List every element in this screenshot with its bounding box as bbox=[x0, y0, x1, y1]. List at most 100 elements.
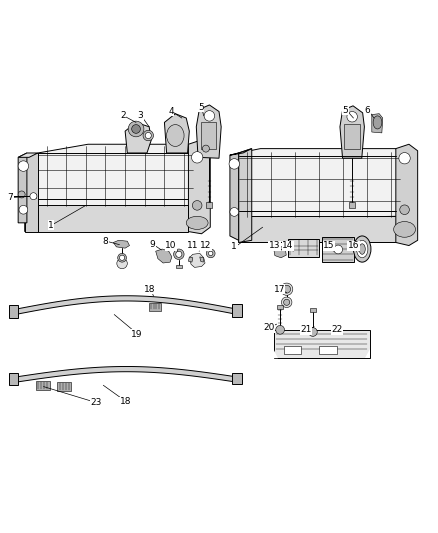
Polygon shape bbox=[349, 203, 355, 207]
Ellipse shape bbox=[30, 193, 37, 200]
Ellipse shape bbox=[359, 244, 365, 254]
Text: 14: 14 bbox=[283, 241, 293, 251]
Ellipse shape bbox=[176, 251, 182, 257]
Ellipse shape bbox=[204, 111, 215, 121]
Ellipse shape bbox=[281, 283, 293, 295]
Text: 1: 1 bbox=[231, 243, 237, 252]
Polygon shape bbox=[188, 257, 193, 262]
Ellipse shape bbox=[202, 145, 209, 152]
Text: 20: 20 bbox=[263, 323, 275, 332]
Polygon shape bbox=[232, 373, 242, 384]
Polygon shape bbox=[239, 149, 400, 219]
Polygon shape bbox=[206, 203, 212, 207]
Polygon shape bbox=[13, 367, 240, 383]
Polygon shape bbox=[9, 305, 18, 318]
Ellipse shape bbox=[173, 249, 184, 260]
Ellipse shape bbox=[208, 251, 213, 256]
Ellipse shape bbox=[308, 328, 317, 336]
Polygon shape bbox=[18, 153, 38, 157]
Text: 8: 8 bbox=[102, 237, 108, 246]
Ellipse shape bbox=[276, 326, 285, 334]
Ellipse shape bbox=[117, 258, 127, 269]
Text: 6: 6 bbox=[364, 106, 370, 115]
Polygon shape bbox=[274, 330, 370, 358]
Text: 2: 2 bbox=[120, 111, 126, 120]
Ellipse shape bbox=[18, 161, 28, 171]
Ellipse shape bbox=[19, 205, 28, 214]
Polygon shape bbox=[38, 205, 188, 231]
Polygon shape bbox=[230, 149, 252, 155]
Polygon shape bbox=[239, 216, 400, 243]
Ellipse shape bbox=[373, 116, 382, 129]
Text: 5: 5 bbox=[198, 103, 204, 111]
Text: 12: 12 bbox=[200, 241, 212, 251]
Text: 18: 18 bbox=[120, 397, 131, 406]
Polygon shape bbox=[232, 304, 242, 317]
Polygon shape bbox=[277, 305, 283, 309]
Polygon shape bbox=[365, 350, 370, 358]
Polygon shape bbox=[35, 381, 49, 390]
Polygon shape bbox=[396, 144, 418, 246]
Text: 10: 10 bbox=[165, 241, 177, 251]
Ellipse shape bbox=[18, 191, 25, 198]
Ellipse shape bbox=[353, 236, 371, 262]
Text: 13: 13 bbox=[268, 241, 280, 251]
Polygon shape bbox=[344, 124, 360, 149]
Polygon shape bbox=[8, 193, 13, 199]
Text: 16: 16 bbox=[348, 241, 359, 251]
Ellipse shape bbox=[394, 222, 416, 237]
Text: 9: 9 bbox=[150, 240, 155, 249]
Ellipse shape bbox=[347, 111, 357, 122]
Ellipse shape bbox=[229, 159, 240, 169]
Ellipse shape bbox=[192, 200, 202, 210]
Polygon shape bbox=[274, 350, 278, 358]
Text: 7: 7 bbox=[7, 193, 13, 202]
Polygon shape bbox=[239, 216, 400, 243]
Polygon shape bbox=[189, 253, 205, 268]
Ellipse shape bbox=[120, 255, 125, 261]
Polygon shape bbox=[200, 257, 204, 262]
Polygon shape bbox=[310, 308, 316, 312]
Text: 22: 22 bbox=[331, 325, 343, 334]
Ellipse shape bbox=[128, 121, 144, 137]
Ellipse shape bbox=[145, 133, 151, 139]
Polygon shape bbox=[149, 303, 161, 311]
Polygon shape bbox=[31, 195, 35, 198]
Polygon shape bbox=[57, 382, 71, 391]
Polygon shape bbox=[188, 140, 210, 234]
Text: 15: 15 bbox=[323, 241, 335, 251]
Polygon shape bbox=[176, 265, 182, 268]
Polygon shape bbox=[340, 106, 364, 158]
Text: 21: 21 bbox=[300, 325, 312, 334]
Polygon shape bbox=[13, 296, 240, 315]
Ellipse shape bbox=[284, 299, 290, 305]
Polygon shape bbox=[164, 114, 189, 153]
Text: 3: 3 bbox=[138, 111, 143, 120]
Text: 17: 17 bbox=[273, 285, 285, 294]
Ellipse shape bbox=[334, 245, 343, 254]
Polygon shape bbox=[38, 144, 193, 207]
Polygon shape bbox=[321, 237, 354, 262]
Ellipse shape bbox=[399, 152, 410, 164]
Text: 23: 23 bbox=[90, 398, 102, 407]
Polygon shape bbox=[284, 346, 301, 354]
Ellipse shape bbox=[186, 216, 208, 229]
Ellipse shape bbox=[283, 285, 290, 293]
Polygon shape bbox=[372, 114, 383, 133]
Text: 11: 11 bbox=[187, 241, 198, 251]
Ellipse shape bbox=[143, 130, 153, 141]
Ellipse shape bbox=[118, 253, 127, 262]
Polygon shape bbox=[288, 239, 319, 257]
Polygon shape bbox=[239, 149, 252, 243]
Text: 5: 5 bbox=[343, 106, 349, 115]
Ellipse shape bbox=[282, 297, 292, 308]
Polygon shape bbox=[230, 153, 239, 240]
Text: 4: 4 bbox=[168, 107, 174, 116]
Polygon shape bbox=[196, 105, 221, 158]
Ellipse shape bbox=[230, 207, 239, 216]
Polygon shape bbox=[125, 123, 151, 153]
Polygon shape bbox=[274, 246, 286, 258]
Polygon shape bbox=[319, 346, 337, 354]
Ellipse shape bbox=[191, 152, 203, 163]
Polygon shape bbox=[9, 373, 18, 385]
